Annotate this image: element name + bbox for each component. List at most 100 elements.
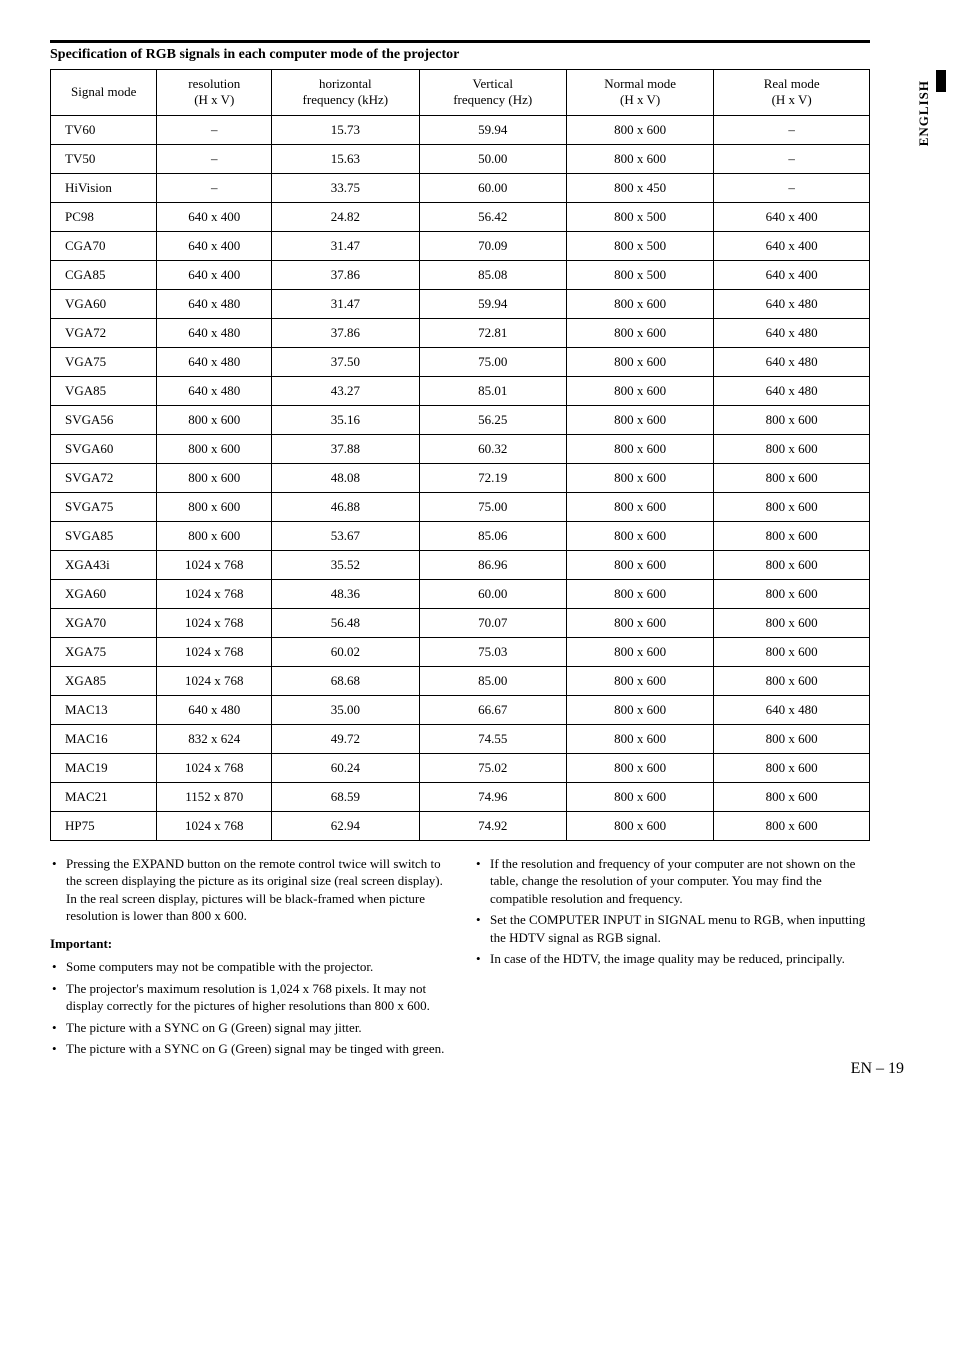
table-cell: 800 x 600 xyxy=(714,463,870,492)
table-cell: 49.72 xyxy=(272,724,419,753)
table-cell: 800 x 600 xyxy=(566,550,713,579)
table-cell: 85.01 xyxy=(419,376,566,405)
table-cell: 800 x 600 xyxy=(566,434,713,463)
table-row: SVGA60800 x 60037.8860.32800 x 600800 x … xyxy=(51,434,870,463)
table-cell: – xyxy=(714,144,870,173)
table-cell: XGA70 xyxy=(51,608,157,637)
table-cell: 800 x 600 xyxy=(714,405,870,434)
table-cell: 1024 x 768 xyxy=(157,608,272,637)
table-cell: 31.47 xyxy=(272,289,419,318)
table-cell: 75.03 xyxy=(419,637,566,666)
table-cell: 1024 x 768 xyxy=(157,579,272,608)
table-cell: 800 x 600 xyxy=(566,347,713,376)
table-cell: 15.63 xyxy=(272,144,419,173)
table-cell: 70.09 xyxy=(419,231,566,260)
table-row: CGA85640 x 40037.8685.08800 x 500640 x 4… xyxy=(51,260,870,289)
table-cell: 640 x 400 xyxy=(714,202,870,231)
spec-table: Signal moderesolution(H x V)horizontalfr… xyxy=(50,69,870,841)
table-cell: 800 x 600 xyxy=(714,492,870,521)
table-cell: 74.96 xyxy=(419,782,566,811)
table-cell: – xyxy=(157,144,272,173)
list-item: The picture with a SYNC on G (Green) sig… xyxy=(50,1040,446,1058)
table-cell: SVGA56 xyxy=(51,405,157,434)
table-row: MAC191024 x 76860.2475.02800 x 600800 x … xyxy=(51,753,870,782)
table-cell: 1024 x 768 xyxy=(157,550,272,579)
table-cell: 800 x 600 xyxy=(714,782,870,811)
table-cell: 640 x 480 xyxy=(157,289,272,318)
left-column: Pressing the EXPAND button on the remote… xyxy=(50,855,446,1062)
table-row: MAC13640 x 48035.0066.67800 x 600640 x 4… xyxy=(51,695,870,724)
table-cell: CGA85 xyxy=(51,260,157,289)
table-cell: 50.00 xyxy=(419,144,566,173)
table-row: PC98640 x 40024.8256.42800 x 500640 x 40… xyxy=(51,202,870,231)
table-cell: 640 x 480 xyxy=(157,347,272,376)
table-cell: 800 x 500 xyxy=(566,202,713,231)
table-cell: 640 x 480 xyxy=(714,347,870,376)
table-cell: VGA75 xyxy=(51,347,157,376)
table-row: CGA70640 x 40031.4770.09800 x 500640 x 4… xyxy=(51,231,870,260)
table-cell: 15.73 xyxy=(272,115,419,144)
table-cell: 640 x 480 xyxy=(714,289,870,318)
table-cell: 35.16 xyxy=(272,405,419,434)
table-cell: 59.94 xyxy=(419,289,566,318)
table-row: VGA75640 x 48037.5075.00800 x 600640 x 4… xyxy=(51,347,870,376)
table-cell: – xyxy=(714,173,870,202)
side-accent-bar xyxy=(936,70,946,92)
table-cell: 800 x 600 xyxy=(566,144,713,173)
table-cell: 37.86 xyxy=(272,260,419,289)
table-cell: VGA72 xyxy=(51,318,157,347)
table-cell: 37.50 xyxy=(272,347,419,376)
table-cell: 800 x 600 xyxy=(566,782,713,811)
table-body: TV60–15.7359.94800 x 600–TV50–15.6350.00… xyxy=(51,115,870,840)
table-row: SVGA85800 x 60053.6785.06800 x 600800 x … xyxy=(51,521,870,550)
table-cell: 48.08 xyxy=(272,463,419,492)
language-label: ENGLISH xyxy=(916,80,932,146)
table-cell: PC98 xyxy=(51,202,157,231)
table-cell: TV60 xyxy=(51,115,157,144)
list-item: In case of the HDTV, the image quality m… xyxy=(474,950,870,968)
table-cell: 800 x 600 xyxy=(566,289,713,318)
left-bullets: Some computers may not be compatible wit… xyxy=(50,958,446,1058)
table-row: TV50–15.6350.00800 x 600– xyxy=(51,144,870,173)
table-cell: 66.67 xyxy=(419,695,566,724)
table-cell: 1024 x 768 xyxy=(157,666,272,695)
table-cell: 86.96 xyxy=(419,550,566,579)
table-cell: – xyxy=(714,115,870,144)
table-cell: TV50 xyxy=(51,144,157,173)
table-cell: 800 x 600 xyxy=(714,753,870,782)
important-label: Important: xyxy=(50,935,446,953)
table-row: HP751024 x 76862.9474.92800 x 600800 x 6… xyxy=(51,811,870,840)
section-title: Specification of RGB signals in each com… xyxy=(50,47,904,63)
table-cell: 800 x 600 xyxy=(566,521,713,550)
list-item: If the resolution and frequency of your … xyxy=(474,855,870,908)
table-cell: 74.55 xyxy=(419,724,566,753)
table-cell: CGA70 xyxy=(51,231,157,260)
intro-bullet: Pressing the EXPAND button on the remote… xyxy=(50,855,446,925)
table-cell: 56.42 xyxy=(419,202,566,231)
table-row: XGA601024 x 76848.3660.00800 x 600800 x … xyxy=(51,579,870,608)
table-cell: XGA43i xyxy=(51,550,157,579)
notes-columns: Pressing the EXPAND button on the remote… xyxy=(50,855,870,1062)
list-item: Set the COMPUTER INPUT in SIGNAL menu to… xyxy=(474,911,870,946)
table-cell: 640 x 400 xyxy=(157,202,272,231)
table-cell: 1024 x 768 xyxy=(157,811,272,840)
list-item: The projector's maximum resolution is 1,… xyxy=(50,980,446,1015)
list-item: The picture with a SYNC on G (Green) sig… xyxy=(50,1019,446,1037)
table-cell: 800 x 600 xyxy=(157,434,272,463)
table-cell: 640 x 480 xyxy=(714,695,870,724)
table-row: SVGA75800 x 60046.8875.00800 x 600800 x … xyxy=(51,492,870,521)
table-cell: 53.67 xyxy=(272,521,419,550)
table-cell: 48.36 xyxy=(272,579,419,608)
table-cell: 75.00 xyxy=(419,492,566,521)
table-row: XGA43i1024 x 76835.5286.96800 x 600800 x… xyxy=(51,550,870,579)
right-bullets: If the resolution and frequency of your … xyxy=(474,855,870,968)
table-cell: 800 x 600 xyxy=(566,637,713,666)
column-header: Signal mode xyxy=(51,70,157,116)
table-cell: XGA60 xyxy=(51,579,157,608)
table-cell: 70.07 xyxy=(419,608,566,637)
table-cell: 800 x 450 xyxy=(566,173,713,202)
table-cell: 832 x 624 xyxy=(157,724,272,753)
table-cell: 75.00 xyxy=(419,347,566,376)
table-cell: 68.59 xyxy=(272,782,419,811)
table-cell: 74.92 xyxy=(419,811,566,840)
